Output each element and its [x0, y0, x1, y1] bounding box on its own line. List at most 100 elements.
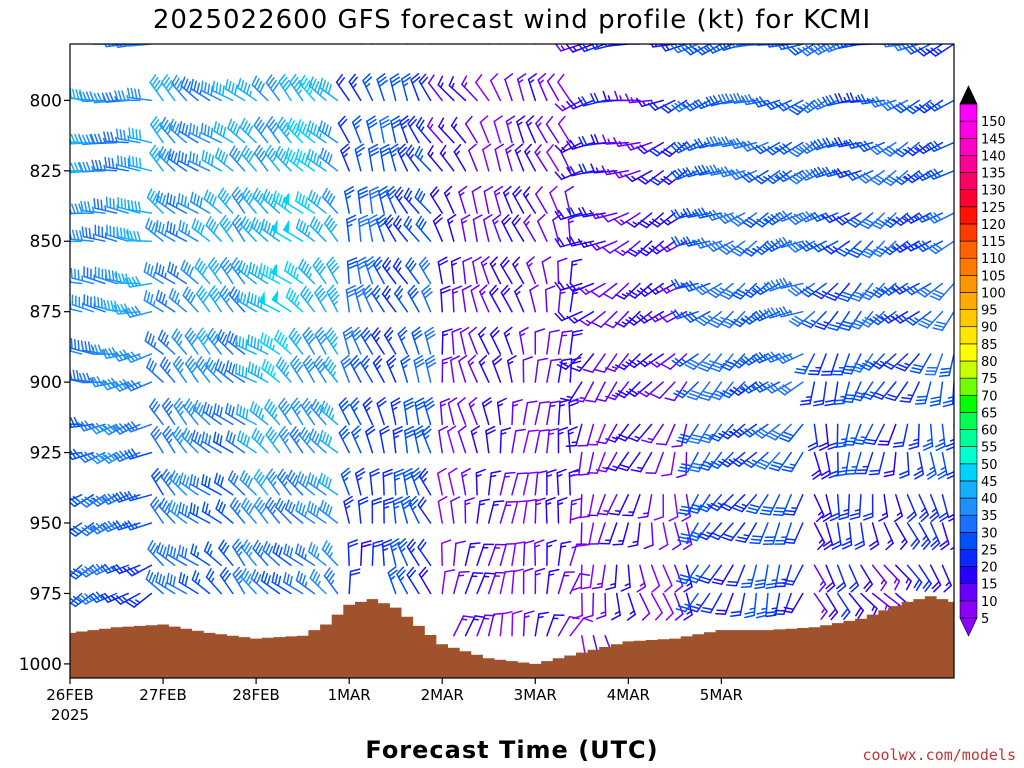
wind-barb — [615, 381, 641, 399]
wind-barb — [200, 80, 222, 102]
wind-barb — [251, 75, 269, 102]
wind-barb — [441, 356, 453, 383]
wind-barb — [625, 353, 653, 369]
wind-barb — [850, 353, 874, 373]
wind-barb — [775, 141, 804, 155]
wind-barb — [589, 209, 618, 220]
wind-barb — [489, 256, 502, 285]
colorbar-swatch — [959, 446, 978, 465]
wind-barb — [698, 564, 723, 584]
wind-barb — [752, 96, 781, 108]
wind-barb — [194, 258, 211, 285]
wind-barb — [546, 427, 560, 454]
wind-barb — [460, 214, 471, 242]
wind-barb — [591, 310, 618, 328]
wind-barb — [447, 467, 458, 496]
colorbar-swatch — [959, 206, 978, 225]
y-tick-label: 925 — [30, 444, 62, 464]
wind-barb — [746, 494, 769, 515]
wind-barb — [427, 145, 443, 172]
wind-barb — [567, 214, 579, 242]
wind-barb — [219, 214, 234, 242]
colorbar-label: 105 — [981, 269, 1006, 284]
wind-barb — [89, 422, 118, 435]
wind-barb — [264, 497, 281, 524]
wind-barb — [351, 326, 363, 355]
wind-barb — [536, 214, 548, 242]
wind-barb — [615, 423, 641, 442]
colorbar-swatch — [959, 120, 978, 139]
wind-barb — [347, 539, 359, 567]
x-axis-title: Forecast Time (UTC) — [365, 736, 658, 764]
wind-barb — [229, 145, 246, 172]
wind-barb — [895, 353, 920, 372]
wind-barb — [870, 170, 897, 186]
wind-barb — [859, 212, 885, 230]
wind-barb — [514, 284, 525, 313]
wind-barb — [150, 496, 164, 524]
wind-barb — [661, 451, 676, 477]
wind-barb — [383, 497, 394, 524]
wind-barb — [302, 327, 316, 355]
wind-barb — [603, 282, 630, 300]
wind-barb — [205, 216, 222, 242]
wind-barb — [762, 522, 781, 545]
wind-barb — [112, 520, 141, 531]
wind-barb — [650, 592, 663, 621]
wind-barb — [860, 240, 885, 259]
wind-barb — [260, 570, 281, 595]
wind-barb — [78, 372, 106, 384]
wind-barb — [89, 376, 118, 388]
wind-barb — [274, 145, 292, 172]
wind-barb — [351, 425, 362, 454]
wind-barb — [557, 286, 571, 313]
wind-barb — [947, 494, 954, 522]
wind-barb — [708, 423, 734, 442]
wind-barb — [371, 327, 385, 355]
wind-barb — [932, 310, 954, 332]
wind-barb — [440, 539, 452, 567]
wind-barb — [537, 73, 548, 102]
wind-barb — [557, 426, 569, 454]
wind-barb — [231, 214, 246, 242]
wind-barb — [306, 148, 327, 172]
wind-barb — [470, 425, 481, 454]
wind-barb — [720, 353, 746, 371]
wind-barb — [660, 99, 688, 114]
wind-barb — [240, 568, 257, 595]
wind-barb — [682, 522, 693, 551]
wind-barb — [155, 571, 176, 595]
wind-barb — [918, 522, 931, 550]
wind-barb — [375, 213, 388, 242]
wind-barb — [295, 218, 316, 242]
wind-barb — [626, 240, 653, 257]
wind-barb — [849, 494, 862, 520]
wind-barb — [320, 400, 339, 426]
wind-barb — [321, 187, 339, 214]
wind-barb — [892, 310, 920, 324]
wind-barb — [673, 381, 699, 399]
wind-barb — [261, 358, 281, 383]
wind-barb — [829, 494, 841, 522]
wind-barb — [306, 500, 327, 524]
colorbar-label: 95 — [981, 304, 998, 319]
wind-barb — [372, 355, 385, 383]
wind-barb — [459, 326, 470, 355]
wind-barb — [415, 215, 432, 242]
wind-barb — [914, 381, 932, 405]
wind-barb — [522, 356, 533, 383]
wind-barb — [483, 186, 494, 214]
wind-barb — [368, 143, 380, 172]
wind-barb — [480, 256, 490, 285]
wind-barb — [396, 566, 409, 595]
wind-barb — [926, 212, 954, 224]
wind-barb — [684, 353, 711, 371]
wind-barb — [648, 240, 676, 255]
wind-barb — [295, 570, 316, 595]
wind-barb — [100, 44, 106, 45]
wind-barb — [70, 203, 95, 215]
wind-barb — [348, 568, 361, 595]
colorbar-swatch — [959, 429, 978, 447]
wind-barb — [636, 310, 664, 324]
wind-barb — [557, 115, 571, 144]
